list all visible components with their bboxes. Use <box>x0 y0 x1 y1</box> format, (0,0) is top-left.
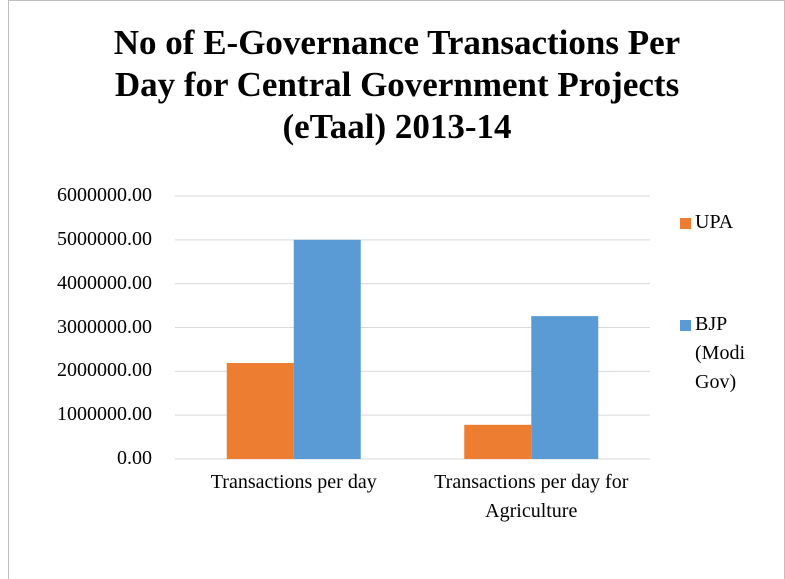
y-tick-label: 3000000.00 <box>57 315 152 338</box>
legend-swatch <box>680 320 691 331</box>
x-tick-label: Transactions per day for Agriculture <box>434 471 629 522</box>
bar <box>226 363 294 459</box>
y-tick-label: 2000000.00 <box>57 359 152 382</box>
x-tick-label: Transactions per day <box>210 471 377 493</box>
y-tick-label: 1000000.00 <box>57 403 152 426</box>
chart-title: No of E-Governance Transactions Per Day … <box>113 23 681 146</box>
y-tick-label: 6000000.00 <box>57 184 152 206</box>
legend-swatch <box>680 218 691 229</box>
bar <box>464 424 532 459</box>
legend-label: BJP (Modi Gov) <box>695 313 745 393</box>
y-tick-label: 5000000.00 <box>57 227 152 250</box>
bar <box>531 316 599 459</box>
y-tick-label: 4000000.00 <box>57 271 152 294</box>
legend-label: UPA <box>695 211 734 233</box>
y-tick-label: 0.00 <box>117 447 152 469</box>
bar <box>293 239 361 459</box>
